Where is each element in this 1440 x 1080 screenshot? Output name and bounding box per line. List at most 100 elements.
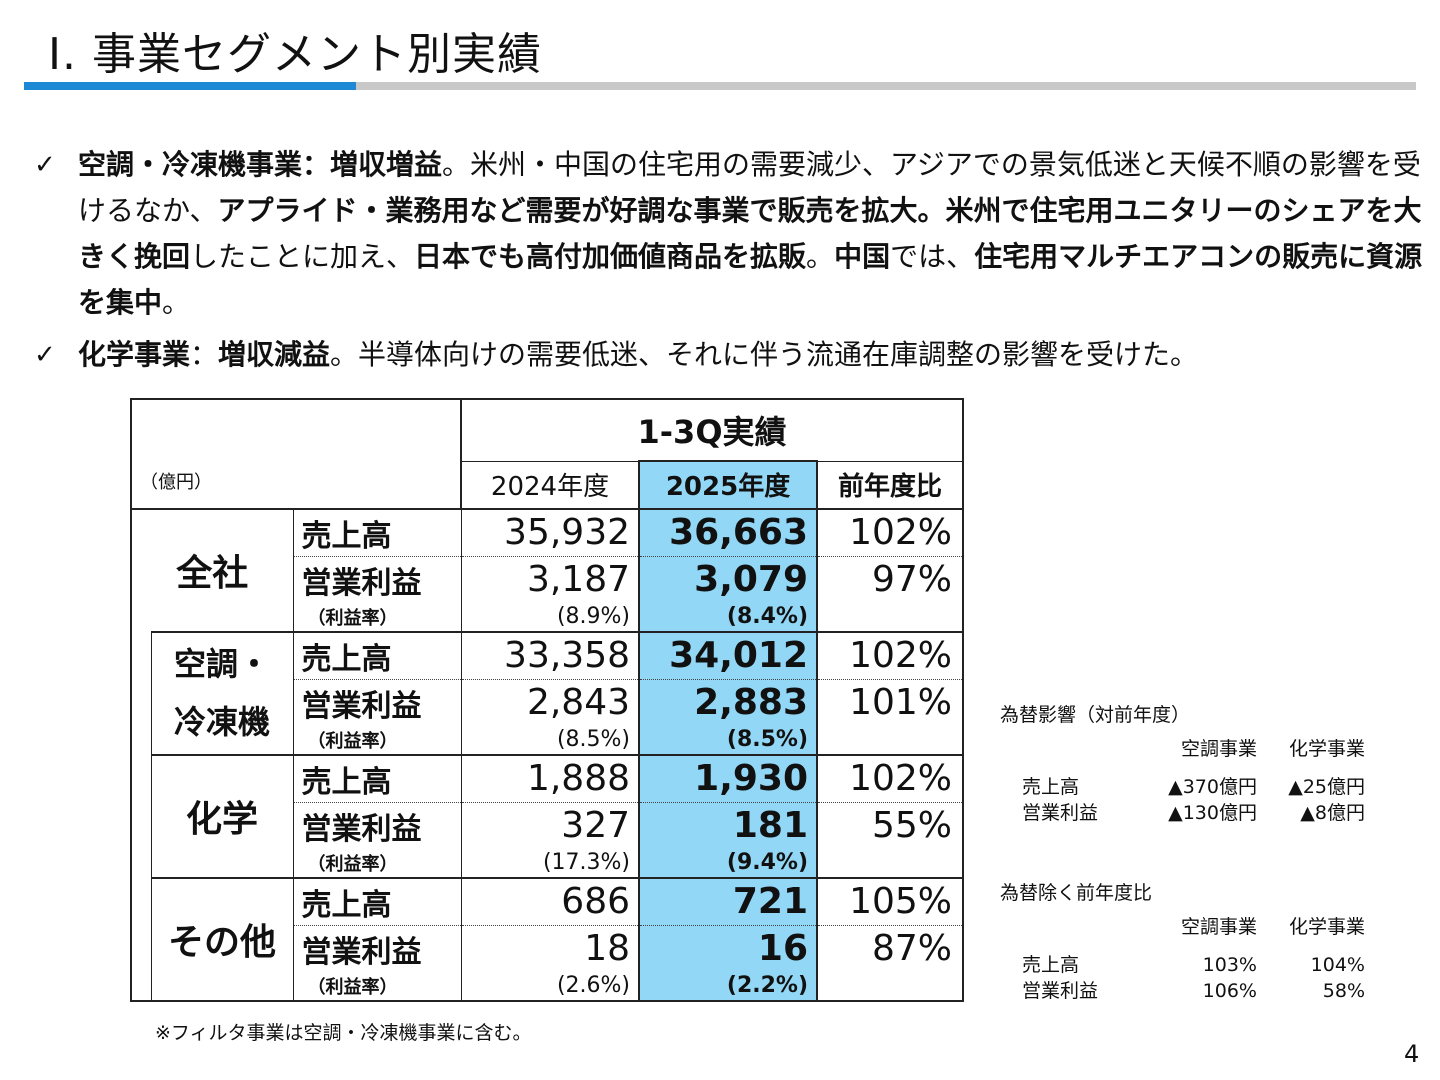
value-2024: 18 <box>461 924 640 972</box>
row-label-sales: 売上高 <box>293 753 462 802</box>
fx-impact-title: 為替影響（対前年度） <box>1000 704 1191 726</box>
table-row: （利益率） (8.5%) (8.5%) <box>131 725 965 755</box>
footnote: ※フィルタ事業は空調・冷凍機事業に含む。 <box>155 1022 532 1044</box>
fx-value: ▲25億円 <box>1288 776 1365 798</box>
bullet-seg: 。 <box>162 286 191 319</box>
row-label-op: 営業利益 <box>293 801 462 849</box>
row-label-sales: 売上高 <box>293 876 462 925</box>
fx-col-hvac: 空調事業 <box>1180 738 1257 760</box>
blank-cell <box>1022 914 1142 940</box>
bullet-seg: 。 <box>806 240 835 273</box>
title-rule <box>356 82 1416 90</box>
margin-2025: (2.2%) <box>638 971 819 1002</box>
fx-value: ▲8億円 <box>1300 802 1365 824</box>
page-number: 4 <box>1404 1040 1420 1068</box>
bullet-text: 化学事業：増収減益。半導体向けの需要低迷、それに伴う流通在庫調整の影響を受けた。 <box>78 338 1198 371</box>
bullet-seg: 増収減益 <box>218 338 331 371</box>
fx-row <box>1022 762 1365 774</box>
fx-impact-panel: 為替影響（対前年度） 空調事業 化学事業 売上高 ▲370億円 ▲25億円 営業… <box>1000 702 1365 826</box>
value-2024: 33,358 <box>461 630 640 679</box>
bullet-seg: 。半導体向けの需要低迷、それに伴う流通在庫調整の影響を受けた。 <box>330 338 1199 371</box>
value-2025: 721 <box>638 876 819 925</box>
bullet-seg: したことに加え、 <box>190 240 415 273</box>
value-yoy: 55% <box>817 801 965 849</box>
segment-results-table: （億円） 1-3Q実績 2024年度 2025年度 前年度比 全社 売上高 35… <box>129 398 965 1002</box>
checkmark-icon: ✓ <box>34 150 56 180</box>
segment-label-line: 冷凍機 <box>173 703 270 741</box>
value-2025: 34,012 <box>638 630 819 679</box>
spacer <box>1022 940 1365 952</box>
value-2024: 35,932 <box>461 507 640 556</box>
exfx-col-hvac: 空調事業 <box>1180 916 1257 938</box>
table-row: 化学 売上高 1,888 1,930 102% <box>131 753 965 878</box>
table-row: 全社 売上高 35,932 36,663 102% <box>130 507 965 632</box>
margin-2025: (8.4%) <box>638 602 819 632</box>
exfx-col-chem: 化学事業 <box>1288 916 1365 938</box>
row-label-margin: （利益率） <box>293 971 462 1002</box>
title-rule-accent <box>24 82 356 90</box>
value-yoy: 102% <box>817 753 965 802</box>
bullet-text: 空調・冷凍機事業：増収増益。米州・中国の住宅用の需要減少、アジアでの景気低迷と天… <box>78 148 1422 319</box>
spacer <box>1022 762 1365 774</box>
ex-fx-panel: 為替除く前年度比 空調事業 化学事業 売上高 103% 104% 営業利益 10… <box>1000 880 1365 1004</box>
table-row: （利益率） (2.6%) (2.2%) <box>131 971 965 1002</box>
value-2024: 686 <box>461 876 640 925</box>
table-row: その他 売上高 686 721 105% <box>131 876 965 1002</box>
fx-header-row: 空調事業 化学事業 <box>1022 736 1365 762</box>
unit-label: （億円） <box>129 398 463 510</box>
bullet-seg: では、 <box>890 240 975 273</box>
value-yoy: 97% <box>817 555 965 603</box>
blank-cell <box>1022 736 1142 762</box>
fx-col-chem: 化学事業 <box>1288 738 1365 760</box>
margin-2025: (9.4%) <box>638 848 819 878</box>
table-row: 営業利益 2,843 2,883 101% <box>131 678 965 726</box>
table-row: 営業利益 3,187 3,079 97% <box>131 555 965 603</box>
margin-2024: (8.5%) <box>461 725 640 755</box>
fx-row: 売上高 ▲370億円 ▲25億円 <box>1022 774 1365 800</box>
row-label-margin: （利益率） <box>293 602 462 632</box>
bullet-seg: アプライド・業務用など需要が好調な事業で販売を拡大。米州で住宅用ユニタリーのシェ… <box>78 194 1422 273</box>
value-2025: 36,663 <box>638 507 819 556</box>
table-row: 営業利益 18 16 87% <box>131 924 965 972</box>
margin-2025: (8.5%) <box>638 725 819 755</box>
col-2025-header: 2025年度 <box>638 460 819 510</box>
margin-2024: (17.3%) <box>461 848 640 878</box>
row-label-sales: 売上高 <box>293 507 462 556</box>
segment-label-other: その他 <box>150 876 294 1002</box>
fx-row-label: 営業利益 <box>1022 802 1099 824</box>
row-label-op: 営業利益 <box>293 555 462 603</box>
value-2025: 16 <box>638 924 819 972</box>
value-2024: 1,888 <box>461 753 640 802</box>
margin-2024: (2.6%) <box>461 971 640 1002</box>
exfx-row <box>1022 940 1365 952</box>
page-title: Ⅰ. 事業セグメント別実績 <box>48 29 542 80</box>
ex-fx-table: 空調事業 化学事業 売上高 103% 104% 営業利益 106% 58% <box>1022 914 1365 1004</box>
value-2024: 2,843 <box>461 678 640 726</box>
value-yoy: 102% <box>817 630 965 679</box>
exfx-value: 106% <box>1202 980 1257 1002</box>
fx-row: 営業利益 ▲130億円 ▲8億円 <box>1022 800 1365 826</box>
value-yoy: 105% <box>817 876 965 925</box>
segment-label-line: 空調・ <box>173 645 270 683</box>
exfx-row: 売上高 103% 104% <box>1022 952 1365 978</box>
table-row: 空調・ 冷凍機 売上高 33,358 34,012 102% <box>130 630 965 1002</box>
exfx-header-row: 空調事業 化学事業 <box>1022 914 1365 940</box>
checkmark-icon: ✓ <box>34 340 56 370</box>
exfx-row-label: 営業利益 <box>1022 980 1099 1002</box>
col-2024-header: 2024年度 <box>460 461 640 510</box>
table-row: （利益率） (8.9%) (8.4%) <box>131 602 965 632</box>
blank-cell <box>817 848 965 878</box>
fx-row-label: 売上高 <box>1022 776 1080 798</box>
value-yoy: 101% <box>817 678 965 726</box>
bullet-seg: 日本でも高付加価値商品を拡販 <box>414 240 807 273</box>
fx-value: ▲130億円 <box>1168 802 1257 824</box>
period-header: 1-3Q実績 <box>460 398 965 462</box>
table-row: 営業利益 327 181 55% <box>131 801 965 849</box>
ex-fx-title: 為替除く前年度比 <box>1000 882 1153 904</box>
bullet-seg: 化学事業 <box>78 338 191 371</box>
value-2024: 3,187 <box>461 555 640 603</box>
exfx-value: 103% <box>1202 954 1257 976</box>
row-label-margin: （利益率） <box>293 848 462 878</box>
exfx-value: 58% <box>1322 980 1365 1002</box>
value-2025: 1,930 <box>638 753 819 802</box>
